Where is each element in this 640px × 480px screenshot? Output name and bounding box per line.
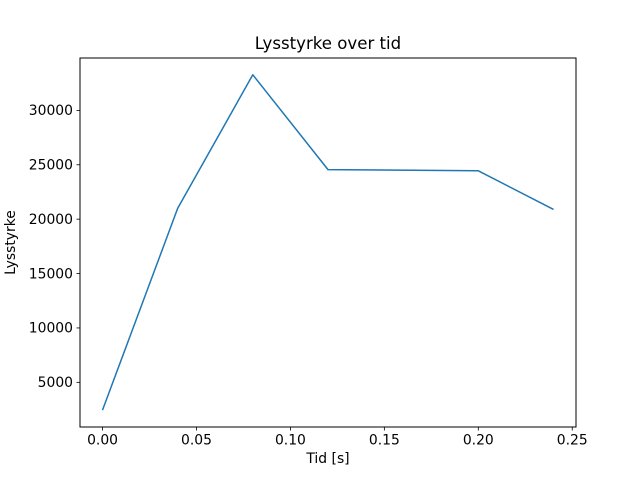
y-tick-label: 30000	[29, 103, 73, 119]
x-tick-label: 0.15	[369, 433, 400, 449]
y-tick-label: 10000	[29, 321, 73, 337]
plot-area	[79, 57, 577, 428]
line-series	[101, 74, 554, 411]
x-tick-label: 0.25	[557, 433, 588, 449]
y-axis-ticks: 5000 10000 15000 20000 25000 30000	[29, 103, 80, 391]
y-tick-label: 25000	[29, 158, 73, 174]
y-axis-label: Lysstyrke	[3, 210, 19, 275]
x-tick-label: 0.20	[463, 433, 494, 449]
x-tick-label: 0.10	[275, 433, 306, 449]
chart-title: Lysstyrke over tid	[255, 34, 401, 53]
y-tick-label: 20000	[29, 212, 73, 228]
data-line	[101, 74, 554, 411]
y-tick-label: 5000	[38, 375, 73, 391]
x-tick-label: 0.00	[87, 433, 118, 449]
x-axis-ticks: 0.00 0.05 0.10 0.15 0.20 0.25	[87, 427, 588, 449]
y-tick-label: 15000	[29, 266, 73, 282]
x-tick-label: 0.05	[181, 433, 212, 449]
x-axis-label: Tid [s]	[305, 451, 349, 467]
